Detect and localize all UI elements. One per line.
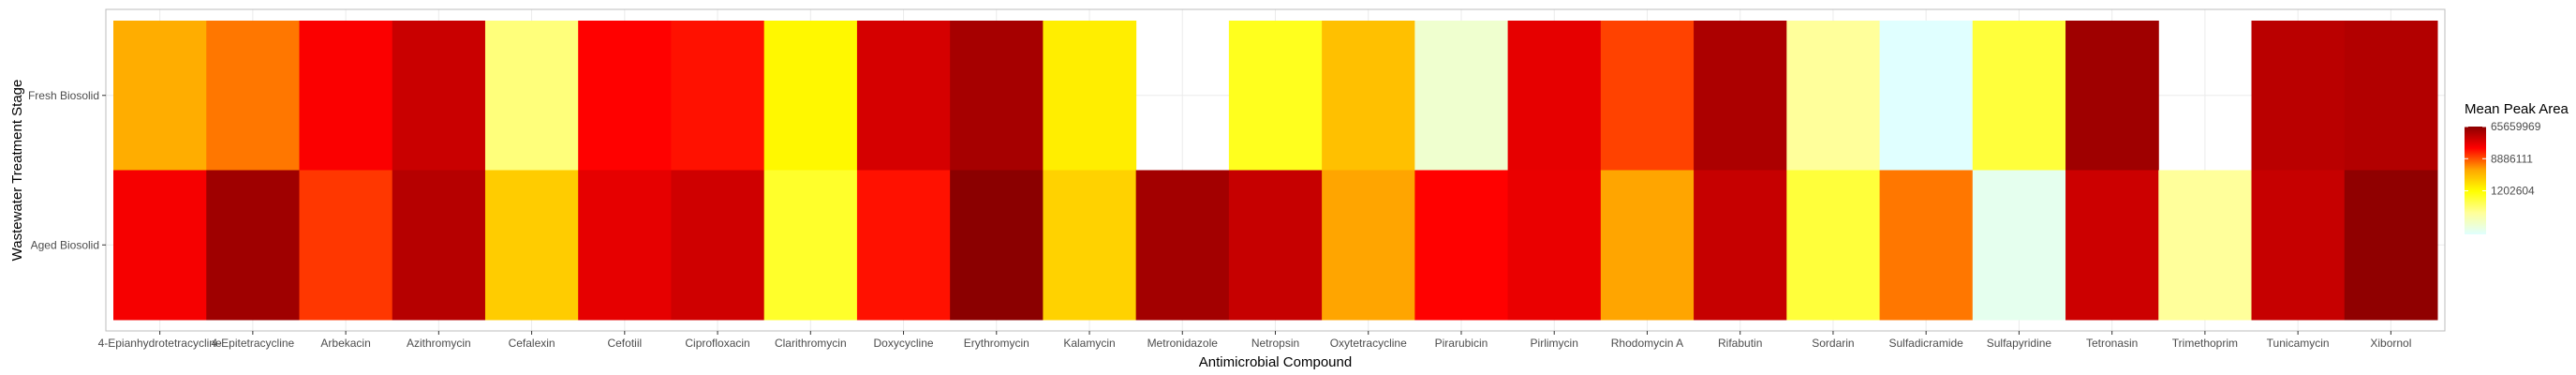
- x-tick-label: Doxycycline: [874, 337, 934, 350]
- heatmap-cell: [2251, 170, 2346, 321]
- heatmap-cell: [1043, 170, 1137, 321]
- heatmap-cell: [578, 170, 672, 321]
- x-tick-label: Kalamycin: [1063, 337, 1115, 350]
- legend-title: Mean Peak Area: [2465, 101, 2569, 117]
- x-tick-label: Cefalexin: [509, 337, 555, 350]
- x-tick-label: Metronidazole: [1147, 337, 1219, 350]
- legend-colorbar: [2465, 127, 2486, 234]
- heatmap-cell: [2065, 21, 2159, 171]
- x-tick-label: Sordarin: [1812, 337, 1854, 350]
- heatmap-cell: [484, 170, 579, 321]
- x-tick-label: Pirarubicin: [1435, 337, 1488, 350]
- x-tick-label: Cefotiil: [607, 337, 642, 350]
- y-tick-label: Aged Biosolid: [31, 238, 99, 251]
- heatmap-cell: [1879, 170, 1974, 321]
- heatmap-cell: [856, 21, 951, 171]
- heatmap-cell: [2065, 170, 2159, 321]
- heatmap-cell: [1135, 170, 1230, 321]
- heatmap-cell: [578, 21, 672, 171]
- heatmap-cell: [1507, 21, 1602, 171]
- x-tick-label: 4-Epianhydrotetracycline: [98, 337, 222, 350]
- x-tick-label: Xibornol: [2370, 337, 2411, 350]
- heatmap-cell: [1972, 170, 2066, 321]
- x-axis-ticks: 4-Epianhydrotetracycline4-Epitetracyclin…: [98, 331, 2411, 350]
- heatmap-cell: [671, 21, 765, 171]
- heatmap-cell: [1879, 21, 1974, 171]
- heatmap-cell: [1600, 21, 1695, 171]
- x-tick-label: Pirlimycin: [1531, 337, 1578, 350]
- x-tick-label: Rhodomycin A: [1611, 337, 1683, 350]
- y-tick-label: Fresh Biosolid: [28, 89, 99, 102]
- x-tick-label: Azithromycin: [407, 337, 471, 350]
- heatmap-cell: [1322, 170, 1415, 321]
- heatmap-cell: [856, 170, 951, 321]
- heatmap-cell: [1228, 170, 1323, 321]
- heatmap-cell: [113, 21, 207, 171]
- heatmap-cell: [1507, 170, 1602, 321]
- heatmap-cell: [1786, 170, 1881, 321]
- heatmap-cell: [1694, 21, 1787, 171]
- heatmap-cells: [113, 21, 2438, 321]
- x-tick-label: Ciprofloxacin: [685, 337, 749, 350]
- heatmap-cell: [763, 170, 858, 321]
- heatmap-cell: [1414, 21, 1509, 171]
- x-tick-label: Oxytetracycline: [1330, 337, 1407, 350]
- heatmap-cell: [1786, 21, 1881, 171]
- x-tick-label: Arbekacin: [320, 337, 370, 350]
- heatmap-cell: [113, 170, 207, 321]
- heatmap-cell: [950, 170, 1044, 321]
- y-axis-ticks: Fresh Biosolid Aged Biosolid: [28, 89, 106, 251]
- x-tick-label: Sulfadicramide: [1888, 337, 1963, 350]
- x-tick-label: Tetronasin: [2086, 337, 2138, 350]
- legend-tick-label: 8886111: [2491, 152, 2533, 165]
- legend-ticks: 65659969 8886111 1202604: [2465, 120, 2541, 198]
- x-tick-label: Erythromycin: [964, 337, 1029, 350]
- heatmap-cell: [392, 170, 486, 321]
- legend-tick-label: 1202604: [2491, 185, 2535, 198]
- heatmap-cell: [484, 21, 579, 171]
- heatmap-cell: [299, 170, 393, 321]
- heatmap-cell: [2158, 170, 2253, 321]
- heatmap-cell: [671, 170, 765, 321]
- heatmap-cell: [206, 21, 300, 171]
- heatmap-cell: [1694, 170, 1787, 321]
- legend-tick-label: 65659969: [2491, 120, 2541, 133]
- x-tick-label: Trimethoprim: [2172, 337, 2238, 350]
- heatmap-cell: [1600, 170, 1695, 321]
- x-tick-label: Tunicamycin: [2267, 337, 2330, 350]
- x-tick-label: Clarithromycin: [775, 337, 847, 350]
- heatmap-cell: [299, 21, 393, 171]
- y-axis-title: Wastewater Treatment Stage: [9, 80, 25, 262]
- heatmap-cell: [2344, 21, 2438, 171]
- heatmap-cell: [950, 21, 1044, 171]
- x-tick-label: 4-Epitetracycline: [212, 337, 295, 350]
- heatmap-cell: [763, 21, 858, 171]
- heatmap-cell: [1972, 21, 2066, 171]
- x-axis-title: Antimicrobial Compound: [1199, 354, 1352, 370]
- heatmap-cell: [2251, 21, 2346, 171]
- heatmap-cell: [1322, 21, 1415, 171]
- heatmap-cell: [1043, 21, 1137, 171]
- legend: Mean Peak Area 65659969 8886111 1202604: [2465, 101, 2569, 234]
- x-tick-label: Rifabutin: [1718, 337, 1762, 350]
- heatmap-cell: [206, 170, 300, 321]
- x-tick-label: Netropsin: [1251, 337, 1299, 350]
- heatmap-cell: [1414, 170, 1509, 321]
- heatmap-cell: [1228, 21, 1323, 171]
- heatmap-cell: [392, 21, 486, 171]
- heatmap-cell: [2344, 170, 2438, 321]
- x-tick-label: Sulfapyridine: [1987, 337, 2052, 350]
